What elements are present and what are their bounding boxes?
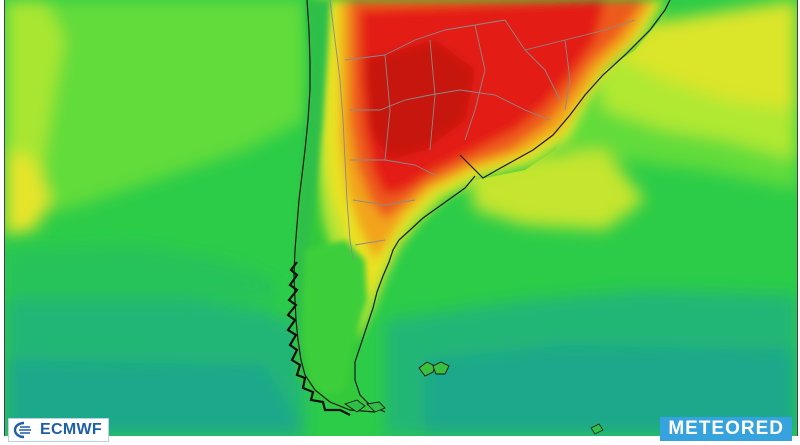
ecmwf-logo: ECMWF xyxy=(8,418,109,442)
meteored-logo: METEORED xyxy=(660,417,792,441)
patagonia-green xyxy=(303,240,367,395)
andes-strip xyxy=(293,0,330,380)
falkland-islands xyxy=(418,361,450,377)
temperature-map-svg xyxy=(5,0,797,436)
chilean-archipelago xyxy=(286,261,351,416)
political-borders xyxy=(329,0,636,261)
chile-coastline xyxy=(293,0,376,413)
argentina-coastline xyxy=(354,175,476,413)
warm-ocean-bands xyxy=(5,0,797,235)
temperature-map xyxy=(4,0,798,436)
cool-ocean-bands xyxy=(5,245,797,436)
ecmwf-logo-text: ECMWF xyxy=(40,421,102,438)
warm-interior xyxy=(313,0,665,340)
rio-de-la-plata-coast xyxy=(459,0,671,179)
ecmwf-logo-icon xyxy=(13,421,31,439)
small-islands xyxy=(590,423,604,435)
tierra-del-fuego xyxy=(343,399,386,413)
meteored-logo-text: METEORED xyxy=(668,418,784,439)
